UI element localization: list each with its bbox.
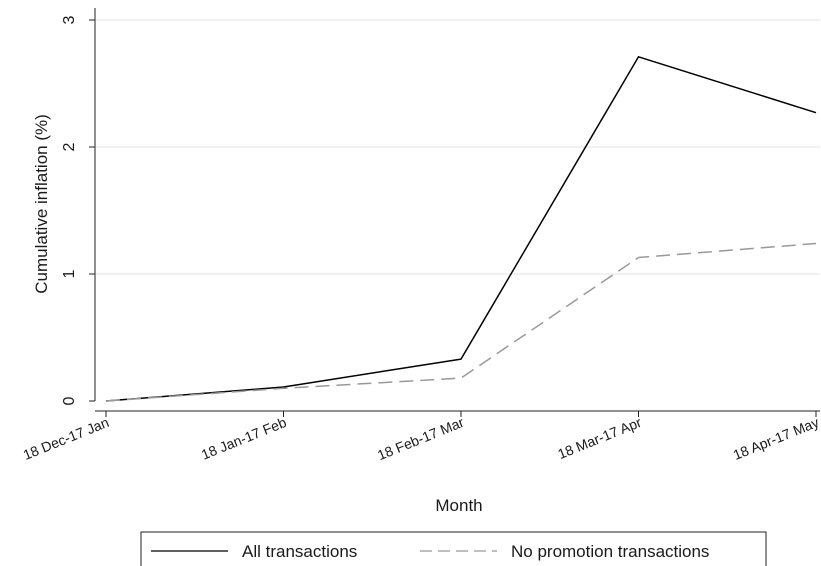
grid bbox=[96, 19, 820, 275]
x-axis-label: Month bbox=[435, 496, 482, 515]
y-tick-label-0: 0 bbox=[61, 396, 78, 405]
x-tick-label-18-feb-17-mar: 18 Feb-17 Mar bbox=[375, 414, 466, 463]
y-tick-label-3: 3 bbox=[61, 15, 78, 24]
axes bbox=[94, 8, 820, 412]
legend: All transactions No promotion transactio… bbox=[140, 531, 767, 566]
x-tick-label-18-apr-17-may: 18 Apr-17 May bbox=[731, 414, 821, 463]
y-ticks: 0 1 2 3 bbox=[61, 15, 95, 405]
y-tick-label-2: 2 bbox=[61, 142, 78, 151]
x-tick-label-18-dec-17-jan: 18 Dec-17 Jan bbox=[21, 414, 111, 463]
x-tick-label-18-mar-17-apr: 18 Mar-17 Apr bbox=[555, 414, 644, 462]
legend-box bbox=[140, 531, 767, 566]
series-lines bbox=[105, 56, 817, 402]
x-tick-label-18-jan-17-feb: 18 Jan-17 Feb bbox=[199, 414, 289, 463]
y-axis-label: Cumulative inflation (%) bbox=[32, 114, 51, 294]
series-line-all-transactions bbox=[105, 56, 817, 402]
legend-label-all-transactions: All transactions bbox=[242, 542, 357, 561]
series-line-no-promotion-transactions bbox=[105, 242, 817, 402]
y-tick-label-1: 1 bbox=[61, 269, 78, 278]
legend-label-no-promotion-transactions: No promotion transactions bbox=[511, 542, 709, 561]
x-ticks: 18 Dec-17 Jan 18 Jan-17 Feb 18 Feb-17 Mar 1… bbox=[21, 411, 821, 463]
